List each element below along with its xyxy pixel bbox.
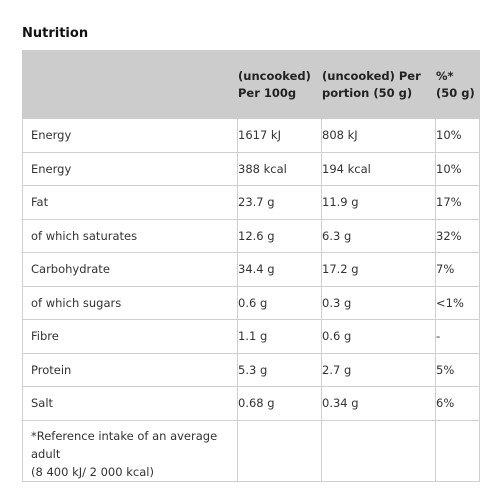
nutrient-name: Salt [22, 386, 238, 421]
table-row: Protein 5.3 g 2.7 g 5% [22, 352, 480, 387]
reference-intake-value: 5% [435, 352, 480, 387]
nutrient-name: Energy [22, 118, 238, 153]
per-portion-value: 0.34 g [321, 386, 436, 421]
section-title: Nutrition [22, 26, 89, 41]
per-100g-value: 23.7 g [237, 185, 322, 220]
empty-cell [435, 419, 480, 482]
nutrient-name: Protein [22, 352, 238, 387]
per-portion-value: 6.3 g [321, 218, 436, 253]
reference-intake-value: 6% [435, 386, 480, 421]
per-portion-value: 0.3 g [321, 285, 436, 320]
footnote-line: (8 400 kJ/ 2 000 kcal) [31, 464, 154, 479]
reference-intake-value: <1% [435, 285, 480, 320]
nutrient-name: Fibre [22, 319, 238, 354]
empty-cell [321, 419, 436, 482]
empty-cell [237, 419, 322, 482]
header-nutrient [22, 50, 238, 119]
per-portion-value: 17.2 g [321, 252, 436, 287]
per-100g-value: 1.1 g [237, 319, 322, 354]
table-row: Energy 1617 kJ 808 kJ 10% [22, 118, 480, 153]
reference-intake-value: 32% [435, 218, 480, 253]
per-100g-value: 0.6 g [237, 285, 322, 320]
nutrient-name: Carbohydrate [22, 252, 238, 287]
nutrient-name: Fat [22, 185, 238, 220]
footnote: *Reference intake of an average adult (8… [22, 419, 238, 482]
footnote-line: *Reference intake of an average adult [31, 428, 218, 461]
per-portion-value: 194 kcal [321, 151, 436, 186]
reference-intake-value: - [435, 319, 480, 354]
table-row: of which saturates 12.6 g 6.3 g 32% [22, 218, 480, 253]
per-100g-value: 34.4 g [237, 252, 322, 287]
table-row: Fibre 1.1 g 0.6 g - [22, 319, 480, 354]
per-100g-value: 12.6 g [237, 218, 322, 253]
per-portion-value: 2.7 g [321, 352, 436, 387]
table-row: Salt 0.68 g 0.34 g 6% [22, 386, 480, 421]
reference-intake-value: 10% [435, 151, 480, 186]
per-100g-value: 5.3 g [237, 352, 322, 387]
nutrient-name: of which sugars [22, 285, 238, 320]
table-row: Fat 23.7 g 11.9 g 17% [22, 185, 480, 220]
nutrient-name: of which saturates [22, 218, 238, 253]
table-row: Carbohydrate 34.4 g 17.2 g 7% [22, 252, 480, 287]
nutrition-table: (uncooked) Per 100g (uncooked) Per porti… [22, 50, 480, 482]
reference-intake-value: 17% [435, 185, 480, 220]
header-per-100g: (uncooked) Per 100g [237, 50, 322, 119]
per-100g-value: 388 kcal [237, 151, 322, 186]
per-portion-value: 808 kJ [321, 118, 436, 153]
reference-intake-value: 10% [435, 118, 480, 153]
header-per-portion: (uncooked) Per portion (50 g) [321, 50, 436, 119]
footnote-row: *Reference intake of an average adult (8… [22, 419, 480, 482]
per-portion-value: 0.6 g [321, 319, 436, 354]
per-100g-value: 0.68 g [237, 386, 322, 421]
reference-intake-value: 7% [435, 252, 480, 287]
table-header-row: (uncooked) Per 100g (uncooked) Per porti… [22, 50, 480, 119]
per-100g-value: 1617 kJ [237, 118, 322, 153]
table-row: of which sugars 0.6 g 0.3 g <1% [22, 285, 480, 320]
header-reference-intake: %* (50 g) [435, 50, 480, 119]
per-portion-value: 11.9 g [321, 185, 436, 220]
table-row: Energy 388 kcal 194 kcal 10% [22, 151, 480, 186]
nutrient-name: Energy [22, 151, 238, 186]
